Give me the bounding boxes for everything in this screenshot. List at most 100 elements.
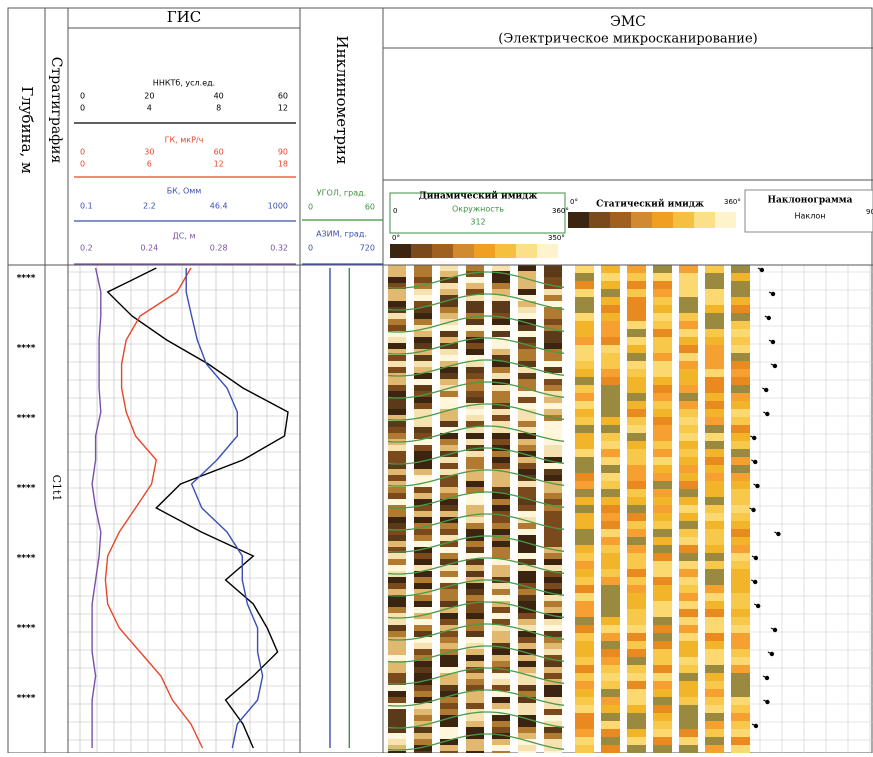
- image-band: [518, 571, 536, 577]
- image-band: [627, 457, 646, 465]
- image-band: [466, 343, 484, 349]
- image-band: [575, 705, 594, 713]
- image-band: [575, 497, 594, 505]
- image-band: [388, 619, 406, 625]
- image-band: [627, 529, 646, 537]
- image-band: [653, 721, 672, 729]
- image-band: [679, 609, 698, 617]
- image-band: [544, 727, 562, 733]
- image-band: [653, 393, 672, 401]
- image-band: [466, 385, 484, 391]
- image-band: [388, 271, 406, 277]
- image-band: [440, 313, 458, 319]
- image-band: [544, 649, 562, 655]
- image-band: [679, 425, 698, 433]
- image-band: [679, 417, 698, 425]
- image-band: [601, 513, 620, 521]
- image-band: [731, 473, 750, 481]
- dynamic-value: 312: [470, 218, 485, 227]
- image-band: [627, 489, 646, 497]
- image-band: [518, 415, 536, 421]
- image-band: [544, 445, 562, 451]
- scale-label: 60: [278, 92, 288, 101]
- image-band: [544, 715, 562, 721]
- image-band: [518, 355, 536, 361]
- image-band: [705, 265, 724, 273]
- image-band: [466, 679, 484, 685]
- image-band: [440, 655, 458, 661]
- image-band: [575, 433, 594, 441]
- image-band: [679, 617, 698, 625]
- image-band: [518, 565, 536, 571]
- scale-swatch: [495, 244, 516, 258]
- image-band: [440, 415, 458, 421]
- image-band: [731, 465, 750, 473]
- static-start: 0°: [570, 198, 578, 206]
- image-band: [653, 281, 672, 289]
- image-band: [731, 697, 750, 705]
- image-band: [601, 409, 620, 417]
- image-band: [492, 649, 510, 655]
- image-band: [414, 727, 432, 733]
- image-band: [518, 421, 536, 427]
- image-band: [601, 473, 620, 481]
- image-band: [627, 297, 646, 305]
- image-band: [731, 665, 750, 673]
- image-band: [518, 661, 536, 667]
- curve-name: БК, Омм: [167, 187, 202, 196]
- image-band: [679, 641, 698, 649]
- image-band: [627, 281, 646, 289]
- image-band: [466, 703, 484, 709]
- image-band: [653, 313, 672, 321]
- image-band: [705, 545, 724, 553]
- image-band: [466, 457, 484, 463]
- image-band: [575, 393, 594, 401]
- image-band: [388, 589, 406, 595]
- image-band: [575, 609, 594, 617]
- dip-label: Наклон: [795, 212, 826, 221]
- image-band: [601, 705, 620, 713]
- image-band: [575, 689, 594, 697]
- image-band: [575, 281, 594, 289]
- image-band: [518, 535, 536, 541]
- image-band: [388, 301, 406, 307]
- image-band: [414, 517, 432, 523]
- image-band: [466, 481, 484, 487]
- image-band: [518, 367, 536, 373]
- image-band: [627, 513, 646, 521]
- image-band: [627, 521, 646, 529]
- image-band: [492, 301, 510, 307]
- scale-label: 40: [214, 92, 224, 101]
- image-band: [518, 361, 536, 367]
- image-band: [492, 637, 510, 643]
- image-band: [518, 331, 536, 337]
- image-band: [544, 463, 562, 469]
- image-band: [679, 409, 698, 417]
- image-band: [653, 553, 672, 561]
- image-band: [731, 313, 750, 321]
- image-band: [388, 403, 406, 409]
- image-band: [440, 391, 458, 397]
- image-band: [544, 337, 562, 343]
- image-band: [388, 379, 406, 385]
- image-band: [388, 499, 406, 505]
- image-band: [575, 401, 594, 409]
- image-band: [388, 433, 406, 439]
- depth-title: Глубина, м: [18, 86, 36, 174]
- image-band: [705, 289, 724, 297]
- image-band: [544, 469, 562, 475]
- image-band: [518, 547, 536, 553]
- image-band: [544, 361, 562, 367]
- image-band: [575, 457, 594, 465]
- image-band: [575, 641, 594, 649]
- image-band: [492, 583, 510, 589]
- image-band: [518, 589, 536, 595]
- image-band: [492, 499, 510, 505]
- image-band: [544, 475, 562, 481]
- image-band: [518, 481, 536, 487]
- image-band: [440, 589, 458, 595]
- image-band: [601, 337, 620, 345]
- image-band: [492, 745, 510, 751]
- image-band: [388, 277, 406, 283]
- image-band: [388, 553, 406, 559]
